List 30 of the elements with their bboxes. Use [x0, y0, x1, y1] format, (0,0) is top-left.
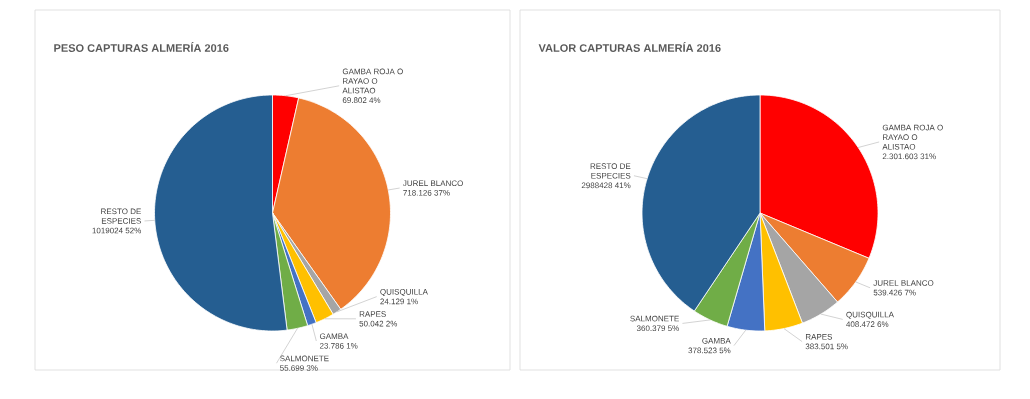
slice-label: RESTO DE ESPECIES: [590, 163, 631, 179]
slice-label: GAMBA ROJA O RAYAO O ALISTAO: [342, 68, 403, 94]
data-label: 1019024 52%: [92, 227, 141, 234]
data-label: 378.523 5%: [688, 347, 731, 354]
slice-label: JUREL BLANCO: [873, 280, 934, 286]
slice-label: QUISQUILLA: [846, 311, 894, 319]
slice-label: QUISQUILLA: [380, 289, 428, 297]
slice-label: GAMBA: [319, 333, 349, 340]
data-label: 24.129 1%: [380, 298, 418, 305]
data-label: 50.042 2%: [359, 320, 398, 327]
slice-label: GAMBA ROJA O RAYAO O ALISTAO: [882, 124, 943, 150]
data-label: 360.379 5%: [636, 325, 679, 332]
data-label: 408.472 6%: [846, 321, 889, 328]
slice-label: RESTO DE ESPECIES: [101, 208, 141, 224]
data-label: 383.501 5%: [805, 343, 848, 350]
slice-label: GAMBA: [702, 337, 731, 344]
slice-label: JUREL BLANCO: [402, 180, 463, 187]
slice-label: RAPES: [359, 311, 386, 317]
slice-label: RAPES: [805, 333, 833, 340]
data-label: 718.126 37%: [403, 189, 450, 196]
data-label: 2988428 41%: [581, 182, 631, 189]
data-label: 55.699 3%: [280, 365, 318, 371]
data-label: 2.301.603 31%: [882, 153, 936, 160]
chart-title: VALOR CAPTURAS ALMERÍA 2016: [538, 42, 721, 52]
data-label: 539.426 7%: [873, 289, 916, 296]
data-label: 23.786 1%: [319, 343, 358, 349]
slice-label: SALMONETE: [280, 355, 329, 362]
data-label: 69.802 4%: [342, 97, 381, 104]
chart-title: PESO CAPTURAS ALMERÍA 2016: [54, 42, 229, 52]
slice-label: SALMONETE: [630, 315, 679, 322]
